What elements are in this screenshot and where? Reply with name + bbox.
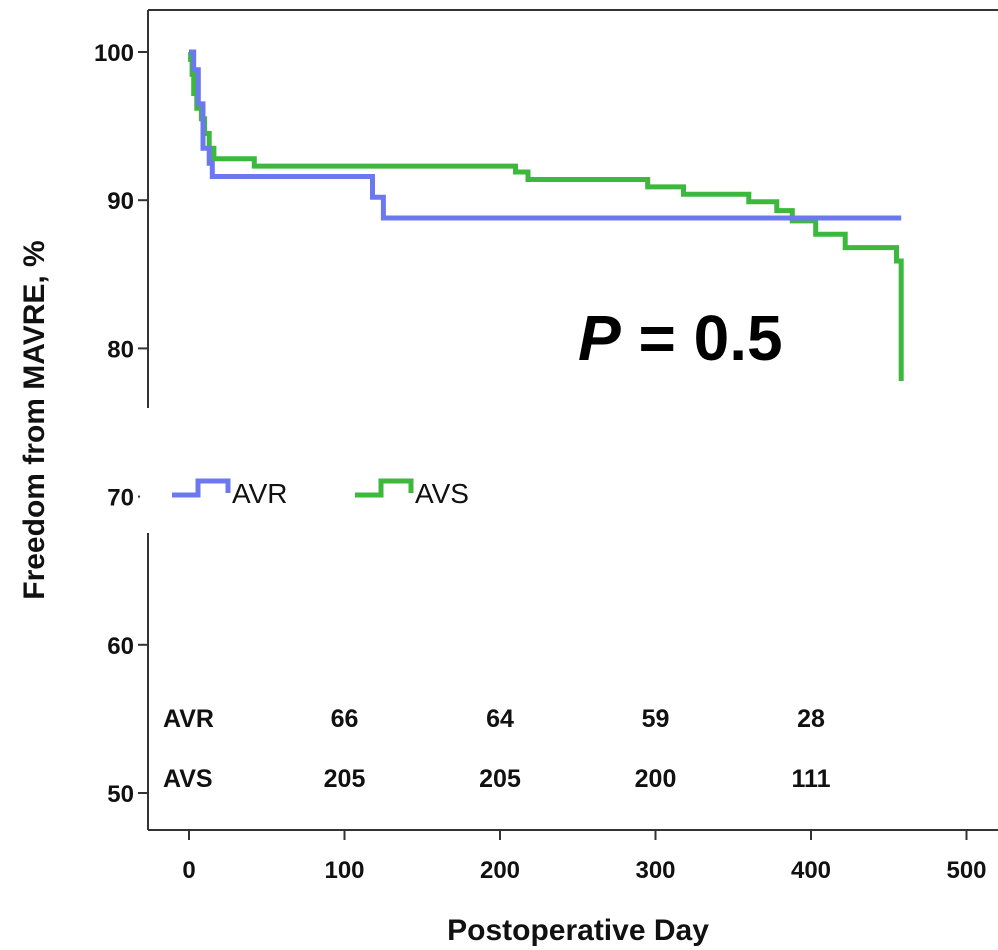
risk-count: 205: [479, 765, 521, 793]
x-tick-label: 100: [324, 857, 364, 884]
legend-label-avr: AVR: [232, 478, 288, 509]
risk-count: 111: [792, 765, 831, 793]
x-axis-title: Postoperative Day: [447, 914, 709, 947]
y-axis: 50 60 70 80 90 100: [94, 40, 148, 808]
legend-swatch-avr: [172, 478, 231, 498]
y-tick-label: 70: [107, 485, 134, 512]
series-line-avr: [189, 49, 902, 221]
x-tick-label: 0: [182, 857, 195, 884]
risk-count: 66: [331, 705, 359, 733]
risk-table: AVR 66 64 59 28 AVS 205 205 200 111: [163, 705, 831, 793]
legend: AVR AVS: [140, 408, 560, 533]
legend-label-avs: AVS: [415, 478, 469, 509]
x-tick-label: 300: [635, 857, 675, 884]
y-tick-label: 60: [107, 633, 134, 660]
risk-count: 28: [797, 705, 825, 733]
risk-count: 64: [486, 705, 514, 733]
x-tick-label: 200: [480, 857, 520, 884]
risk-row-label: AVS: [163, 765, 213, 793]
x-tick-label: 500: [946, 857, 986, 884]
legend-swatch-avs: [355, 478, 414, 498]
legend-background: [140, 408, 560, 533]
y-tick-label: 50: [107, 781, 134, 808]
series-line-avs: [188, 49, 904, 381]
y-tick-label: 90: [107, 188, 134, 215]
y-axis-title: Freedom from MAVRE, %: [18, 240, 51, 600]
risk-row-label: AVR: [163, 705, 214, 733]
p-value-text: = 0.5: [621, 302, 783, 374]
y-tick-label: 100: [94, 40, 134, 67]
risk-count: 200: [635, 765, 677, 793]
y-tick-label: 80: [107, 336, 134, 363]
p-value-symbol: P: [578, 302, 621, 374]
p-value-annotation: P = 0.5: [578, 302, 783, 374]
risk-count: 59: [642, 705, 670, 733]
series-layer: [188, 49, 904, 381]
x-tick-label: 400: [791, 857, 831, 884]
risk-count: 205: [324, 765, 366, 793]
x-axis: 0 100 200 300 400 500: [182, 830, 987, 884]
